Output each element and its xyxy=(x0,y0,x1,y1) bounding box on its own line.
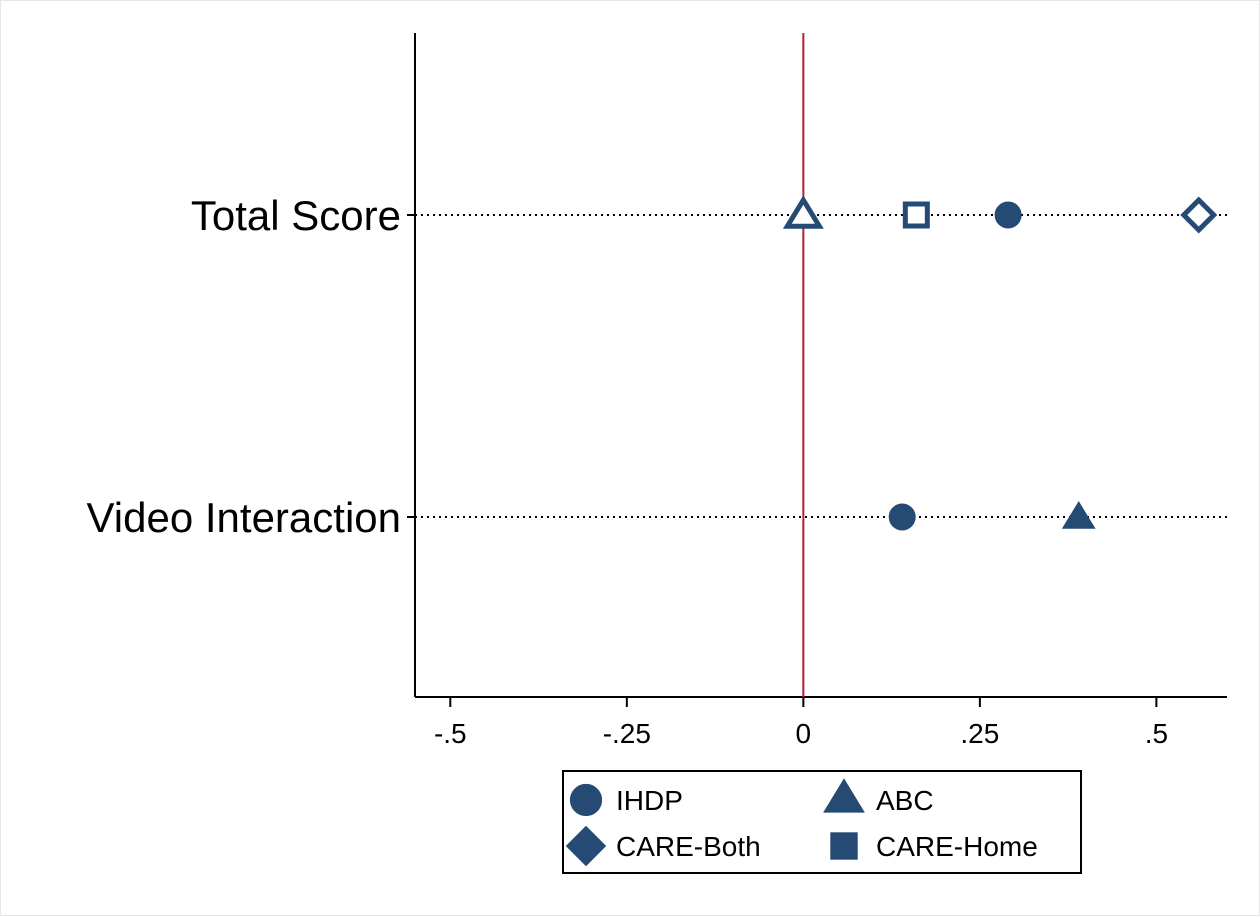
legend-marker-care-home xyxy=(830,832,858,860)
legend-label-care-both: CARE-Both xyxy=(616,831,761,862)
y-category-label: Video Interaction xyxy=(87,494,401,541)
x-tick-label: .5 xyxy=(1145,718,1168,749)
data-point-care-both-total-score xyxy=(1180,196,1218,234)
x-tick-label: 0 xyxy=(796,718,812,749)
data-point-ihdp-total-score xyxy=(994,201,1022,229)
data-point-abc-video-interaction xyxy=(1061,501,1096,529)
plot-area: Total Score Video Interaction -.5 -.25 0 .25.… xyxy=(87,33,1227,749)
x-tick-label: .25 xyxy=(960,718,999,749)
legend-marker-ihdp xyxy=(569,783,603,817)
x-tick-label: -.5 xyxy=(434,718,467,749)
legend-label-ihdp: IHDP xyxy=(616,785,683,816)
legend-marker-abc xyxy=(823,778,865,813)
y-category-label: Total Score xyxy=(191,192,401,239)
legend-label-abc: ABC xyxy=(876,785,934,816)
legend-box xyxy=(562,770,1082,874)
x-tick-label: -.25 xyxy=(603,718,651,749)
legend-label-care-home: CARE-Home xyxy=(876,831,1038,862)
data-point-abc-total-score xyxy=(782,195,824,229)
data-point-ihdp-video-interaction xyxy=(888,503,916,531)
legend: IHDP ABC CARE-Both CARE-Home xyxy=(562,770,1082,874)
data-point-care-home-total-score xyxy=(902,201,930,229)
legend-marker-care-both xyxy=(565,825,607,867)
